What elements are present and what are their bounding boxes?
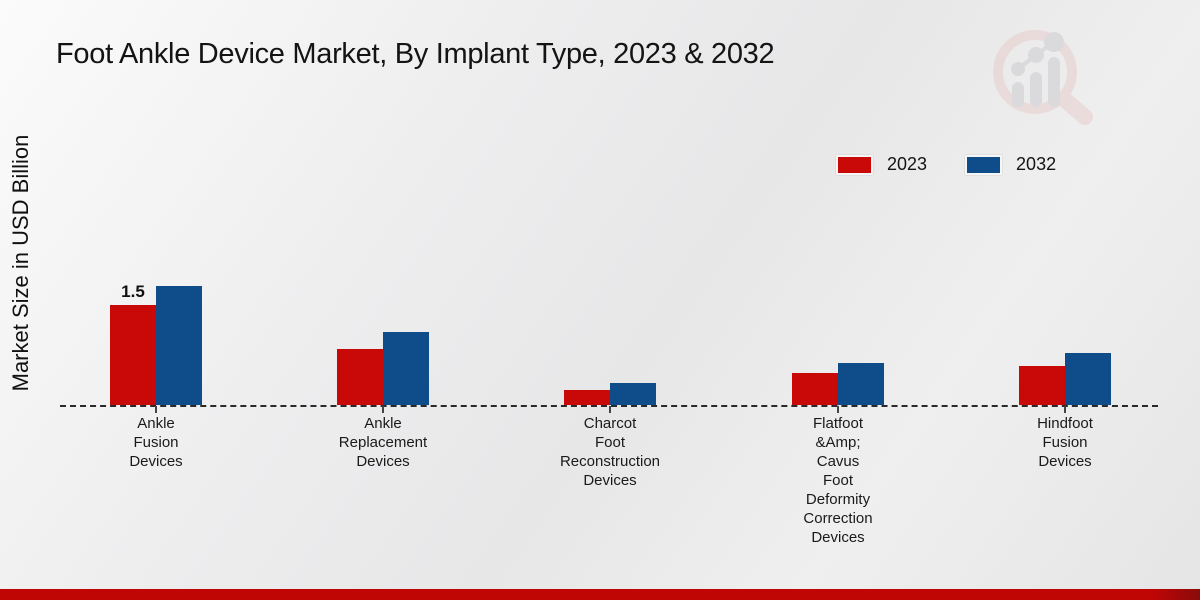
category-label-1: Ankle Replacement Devices [338, 415, 428, 470]
legend: 2023 2032 [836, 154, 1056, 175]
bar-2032-0 [156, 286, 202, 405]
legend-swatch-2032 [965, 154, 1003, 175]
x-axis-tick [1064, 406, 1066, 413]
legend-swatch-2023 [836, 154, 873, 175]
x-axis-tick [155, 406, 157, 413]
category-label-2: Charcot Foot Reconstruction Devices [559, 415, 661, 489]
x-axis-tick [382, 406, 384, 413]
bar-2023-0 [110, 305, 156, 405]
category-label-0: Ankle Fusion Devices [129, 415, 183, 470]
bar-2032-1 [383, 332, 429, 405]
legend-item-2023: 2023 [836, 154, 927, 175]
x-axis-tick [609, 406, 611, 413]
bar-2032-4 [1065, 353, 1111, 405]
bar-2032-3 [838, 363, 884, 405]
x-axis-tick [837, 406, 839, 413]
bar-2023-1 [337, 349, 383, 405]
magnifier-bar-chart-logo-icon [985, 25, 1097, 132]
category-label-3: Flatfoot &Amp; Cavus Foot Deformity Correctio… [803, 415, 873, 546]
footer-accent-strip [0, 589, 1200, 600]
bar-2023-4 [1019, 366, 1065, 405]
bar-2023-2 [564, 390, 610, 405]
legend-label-2023: 2023 [887, 154, 928, 174]
bar-2032-2 [610, 383, 656, 405]
bar-value-label: 1.5 [121, 282, 145, 301]
legend-label-2032: 2032 [1016, 154, 1057, 174]
bar-2023-3 [792, 373, 838, 405]
legend-item-2032: 2032 [965, 154, 1056, 175]
category-label-4: Hindfoot Fusion Devices [1037, 415, 1093, 470]
chart-title: Foot Ankle Device Market, By Implant Typ… [56, 38, 775, 70]
